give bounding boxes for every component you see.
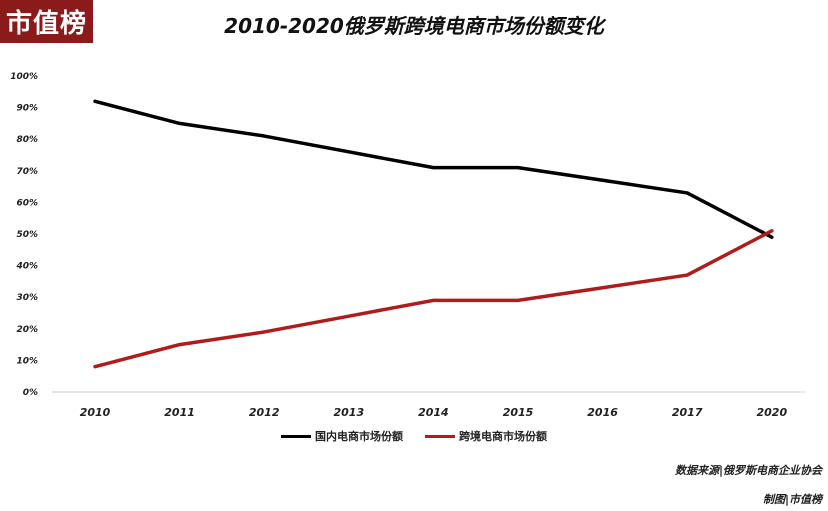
- x-tick-label: 2014: [418, 406, 449, 419]
- y-tick-label: 20%: [16, 325, 38, 335]
- y-tick-label: 80%: [16, 135, 38, 145]
- y-tick-label: 100%: [10, 72, 38, 82]
- y-tick-label: 70%: [16, 167, 38, 177]
- x-tick-label: 2011: [164, 406, 195, 419]
- y-tick-label: 10%: [16, 356, 38, 366]
- y-tick-label: 0%: [23, 388, 38, 398]
- legend-item-crossborder: 跨境电商市场份额: [425, 428, 547, 444]
- y-tick-label: 60%: [16, 198, 38, 208]
- legend-item-domestic: 国内电商市场份额: [281, 428, 403, 444]
- chart-credit: 制图|市值榜: [762, 493, 822, 506]
- series-line-crossborder: [93, 229, 774, 369]
- x-tick-label: 2010: [80, 406, 111, 419]
- y-tick-label: 50%: [16, 230, 38, 240]
- legend-label-domestic: 国内电商市场份额: [315, 430, 403, 443]
- x-tick-label: 2012: [249, 406, 280, 419]
- legend-label-crossborder: 跨境电商市场份额: [459, 430, 547, 443]
- series-lines: [93, 99, 774, 369]
- x-tick-label: 2015: [503, 406, 534, 419]
- logo: 市值榜: [0, 0, 93, 43]
- x-axis-labels: 2010 2011 2012 2013 2014 2015 2016 2017 2020: [80, 406, 788, 419]
- data-source: 数据来源|俄罗斯电商企业协会: [674, 464, 822, 477]
- x-tick-label: 2016: [587, 406, 618, 419]
- legend-swatch-domestic: [281, 434, 311, 438]
- x-tick-label: 2013: [333, 406, 364, 419]
- series-line-domestic: [93, 99, 774, 239]
- y-tick-label: 40%: [15, 262, 38, 272]
- x-tick-label: 2017: [672, 406, 703, 419]
- y-tick-label: 30%: [16, 293, 38, 303]
- y-tick-label: 90%: [16, 104, 38, 114]
- x-tick-label: 2020: [756, 406, 787, 419]
- chart-title: 2010-2020俄罗斯跨境电商市场份额变化: [224, 14, 604, 38]
- legend-swatch-crossborder: [425, 434, 455, 438]
- y-axis-labels: 0% 10% 20% 30% 40% 50% 60% 70% 80% 90% 100%: [10, 72, 38, 398]
- legend: 国内电商市场份额 跨境电商市场份额: [0, 428, 828, 444]
